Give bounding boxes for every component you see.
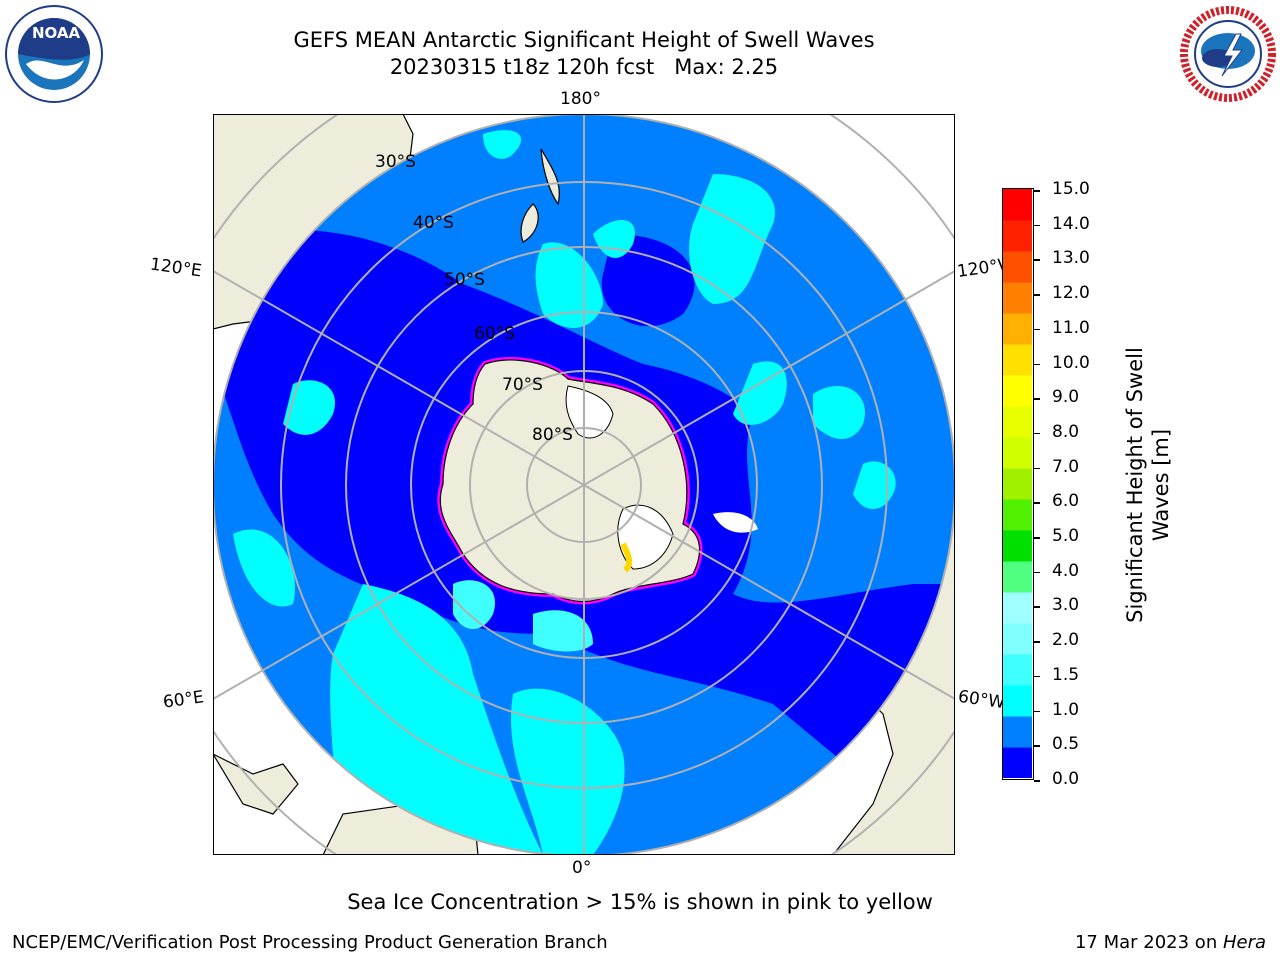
colorbar-title-line1: Significant Height of Swell: [1123, 347, 1147, 623]
colorbar-tick-label: 1.5: [1052, 664, 1080, 685]
colorbar-tick: [1034, 537, 1040, 539]
colorbar-tick-label: 4.0: [1052, 560, 1080, 581]
lon-label-60e: 60°E: [161, 687, 206, 713]
colorbar-tick-label: 15.0: [1052, 179, 1090, 199]
colorbar-tick-label: 0.5: [1052, 734, 1080, 755]
colorbar-segment: [1003, 747, 1032, 778]
lat-label-80s: 80°S: [532, 425, 573, 445]
lon-label-0: 0°: [572, 858, 592, 878]
colorbar-segment: [1003, 468, 1032, 500]
colorbar-tick: [1034, 606, 1040, 608]
colorbar-tick-label: 13.0: [1052, 248, 1090, 269]
colorbar-tick: [1034, 328, 1040, 331]
colorbar-tick: [1034, 224, 1040, 227]
colorbar-segment: [1003, 189, 1032, 221]
lat-label-40s: 40°S: [413, 213, 454, 233]
colorbar-segment: [1003, 592, 1032, 624]
lat-label-30s: 30°S: [375, 152, 416, 172]
colorbar-segment: [1003, 251, 1032, 283]
chart-subtitle: 20230315 t18z 120h fcst Max: 2.25: [389, 55, 779, 79]
lat-label-60s: 60°S: [474, 324, 515, 344]
lon-label-120e: 120°E: [148, 254, 203, 282]
lon-label-60w: 60°W: [956, 686, 1007, 714]
colorbar-tick: [1034, 294, 1040, 296]
colorbar: [1002, 188, 1034, 780]
colorbar-tick-label: 2.0: [1052, 630, 1080, 651]
footer-host: Hera: [1222, 932, 1266, 953]
colorbar-segment: [1003, 561, 1032, 593]
polar-map: [213, 114, 955, 855]
colorbar-tick: [1034, 398, 1040, 400]
colorbar-segment: [1003, 220, 1032, 252]
noaa-logo-icon: NOAA: [4, 4, 104, 104]
footer-date: 17 Mar 2023 on: [1074, 932, 1223, 953]
colorbar-tick-label: 3.0: [1052, 595, 1080, 616]
colorbar-segment: [1003, 623, 1032, 655]
colorbar-segment: [1003, 282, 1032, 314]
colorbar-tick: [1034, 502, 1040, 504]
colorbar-segment: [1003, 530, 1032, 562]
colorbar-segment: [1003, 375, 1032, 407]
colorbar-tick: [1034, 780, 1040, 782]
colorbar-tick-label: 7.0: [1052, 456, 1080, 477]
colorbar-segment: [1003, 437, 1032, 469]
colorbar-segment: [1003, 406, 1032, 438]
colorbar-tick-label: 11.0: [1052, 317, 1090, 338]
footer-right: 17 Mar 2023 on Hera: [1075, 932, 1266, 953]
noaa-logo-text: NOAA: [32, 24, 81, 42]
colorbar-tick: [1034, 259, 1040, 261]
colorbar-tick: [1034, 745, 1040, 747]
colorbar-tick-label: 9.0: [1052, 387, 1080, 408]
colorbar-segment: [1003, 313, 1032, 345]
colorbar-tick-label: 14.0: [1052, 213, 1090, 234]
lat-label-50s: 50°S: [444, 270, 485, 290]
colorbar-tick: [1034, 641, 1040, 643]
colorbar-tick: [1034, 571, 1040, 574]
colorbar-segment: [1003, 654, 1032, 686]
lon-label-180: 180°: [560, 89, 601, 109]
colorbar-tick: [1034, 675, 1040, 678]
colorbar-tick: [1034, 432, 1040, 435]
colorbar-tick: [1034, 710, 1040, 713]
colorbar-tick-label: 10.0: [1052, 352, 1090, 373]
colorbar-segment: [1003, 344, 1032, 376]
colorbar-segment: [1003, 716, 1032, 748]
colorbar-tick-label: 8.0: [1052, 421, 1080, 442]
colorbar-title-line2: Waves [m]: [1149, 428, 1173, 542]
colorbar-tick: [1034, 190, 1040, 192]
colorbar-segment: [1003, 499, 1032, 531]
lat-label-70s: 70°S: [502, 375, 543, 395]
colorbar-tick-label: 1.0: [1052, 699, 1080, 720]
nws-logo-icon: [1178, 4, 1278, 104]
sea-ice-note: Sea Ice Concentration > 15% is shown in …: [347, 890, 933, 914]
footer-left: NCEP/EMC/Verification Post Processing Pr…: [12, 932, 608, 953]
colorbar-tick-label: 12.0: [1052, 283, 1090, 304]
colorbar-tick: [1034, 467, 1040, 470]
colorbar-segment: [1003, 685, 1032, 717]
colorbar-tick-label: 6.0: [1052, 491, 1080, 512]
colorbar-tick: [1034, 363, 1040, 366]
chart-title: GEFS MEAN Antarctic Significant Height o…: [293, 28, 875, 52]
colorbar-title: Significant Height of Swell Waves [m]: [1122, 275, 1174, 695]
colorbar-tick-label: 0.0: [1052, 769, 1080, 789]
colorbar-tick-label: 5.0: [1052, 526, 1080, 547]
